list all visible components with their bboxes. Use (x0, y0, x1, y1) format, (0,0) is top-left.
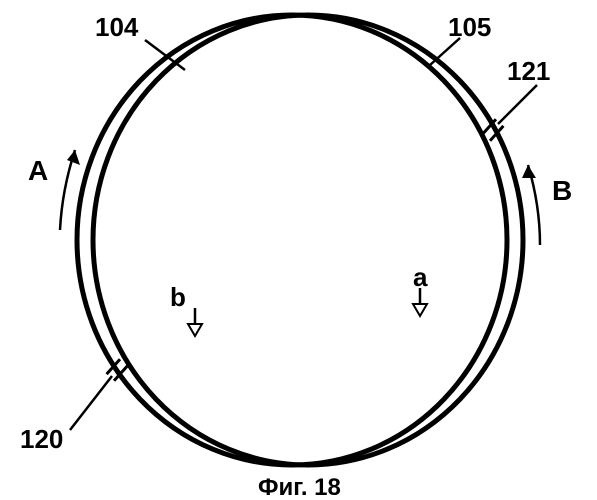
label-A: A (28, 155, 48, 186)
label-104: 104 (95, 12, 139, 42)
arrow-b-small (188, 308, 202, 336)
leader-104 (145, 40, 185, 70)
figure-caption: Фиг. 18 (258, 474, 341, 500)
arrow-a-small (413, 288, 427, 316)
leader-120 (70, 376, 112, 430)
figure-svg: 104 105 121 120 A B a b Фиг. 18 (0, 0, 597, 500)
leader-105 (430, 38, 460, 65)
circle-right (93, 15, 523, 465)
arrow-b-head (522, 165, 536, 178)
label-120: 120 (20, 424, 63, 454)
label-105: 105 (448, 12, 491, 42)
label-b-small: b (170, 282, 186, 312)
arrow-a-head (67, 150, 80, 165)
label-B: B (552, 175, 572, 206)
label-121: 121 (507, 56, 550, 86)
label-a-small: a (413, 262, 428, 292)
leader-121 (498, 85, 537, 124)
circle-left (77, 15, 507, 465)
